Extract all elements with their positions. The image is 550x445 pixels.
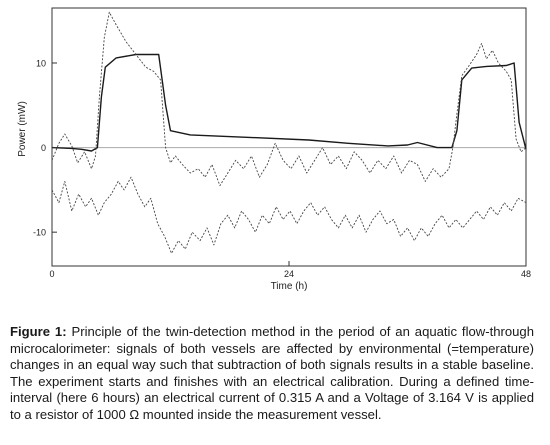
y-axis-label: Power (mW): [17, 101, 28, 157]
y-tick-label: 0: [41, 143, 46, 153]
figure-caption: Figure 1: Principle of the twin-detectio…: [10, 324, 534, 424]
x-tick-label: 24: [284, 269, 294, 279]
caption-label: Figure 1:: [10, 324, 67, 340]
series-line-2: [51, 11, 527, 187]
figure: 10 0 -10 0 24 48 Time (h) Power (mW): [17, 7, 531, 292]
x-axis-label: Time (h): [271, 281, 308, 292]
x-tick-label: 0: [49, 269, 54, 279]
caption-text: Principle of the twin-detection method i…: [10, 324, 534, 423]
series-line-1: [51, 53, 527, 152]
series-line-3: [51, 176, 527, 254]
power-time-chart: 10 0 -10 0 24 48 Time (h) Power (mW): [17, 7, 531, 292]
y-tick-label: -10: [33, 228, 46, 238]
y-tick-label: 10: [36, 58, 46, 68]
x-tick-label: 48: [521, 269, 531, 279]
